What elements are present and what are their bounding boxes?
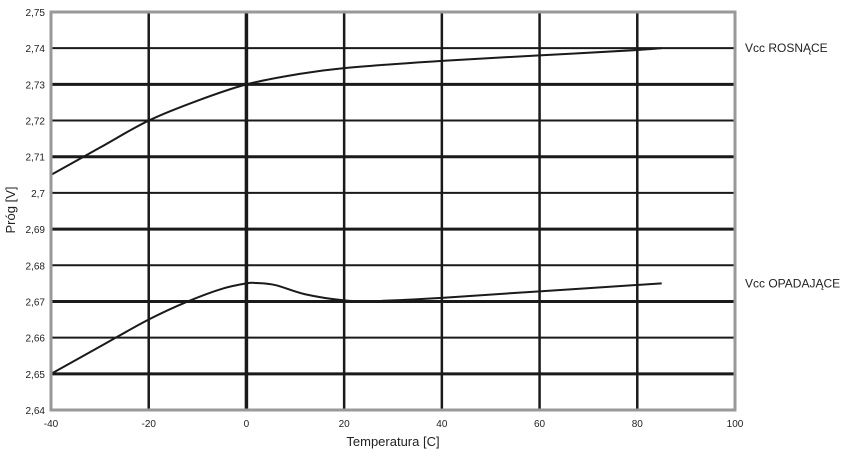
y-tick-label: 2,69	[26, 225, 46, 236]
series-label-1: Vcc OPADAJĄCE	[745, 276, 840, 290]
y-tick-label: 2,72	[26, 117, 46, 128]
y-axis-label: Próg [V]	[3, 187, 18, 234]
series-line-0	[50, 47, 662, 176]
x-tick-label: 40	[436, 419, 448, 430]
y-tick-label: 2,65	[26, 370, 46, 381]
y-tick-label: 2,71	[26, 153, 46, 164]
y-tick-label: 2,66	[26, 334, 46, 345]
y-tick-label: 2,74	[26, 44, 46, 55]
y-tick-label: 2,75	[26, 8, 46, 19]
x-tick-label: -40	[44, 419, 59, 430]
y-tick-label: 2,68	[26, 261, 46, 272]
series-labels: Vcc ROSNĄCE Vcc OPADAJĄCE	[745, 41, 840, 290]
plot-frame	[49, 10, 737, 412]
y-tick-labels: 2,64 2,65 2,66 2,67 2,68 2,69 2,7 2,71 2,72 2,73 2…	[26, 8, 46, 417]
series-lines	[50, 47, 662, 375]
y-tick-label: 2,73	[26, 80, 46, 91]
x-tick-label: 80	[632, 419, 644, 430]
series-label-0: Vcc ROSNĄCE	[745, 41, 828, 55]
x-tick-label: 0	[244, 419, 250, 430]
y-tick-label: 2,67	[26, 297, 46, 308]
y-tick-label: 2,7	[31, 189, 45, 200]
grid	[51, 12, 735, 410]
series-line-1	[50, 281, 662, 375]
x-tick-label: 60	[534, 419, 546, 430]
x-tick-labels: -40 -20 0 20 40 60 80 100	[44, 419, 744, 430]
x-tick-label: 20	[339, 419, 351, 430]
x-axis-label: Temperatura [C]	[346, 434, 439, 449]
x-tick-label: 100	[727, 419, 744, 430]
x-tick-label: -20	[141, 419, 156, 430]
y-tick-label: 2,64	[26, 406, 46, 417]
